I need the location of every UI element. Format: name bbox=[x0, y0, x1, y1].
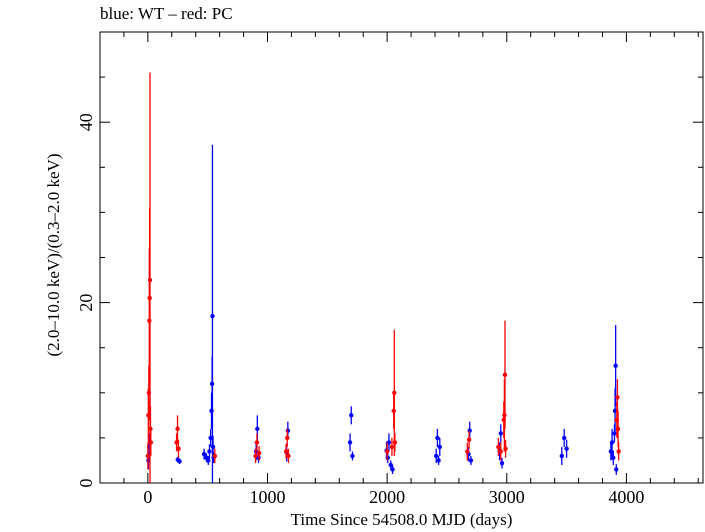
data-point bbox=[466, 437, 472, 442]
y-axis-label: (2.0–10.0 keV)/(0.3–2.0 keV) bbox=[44, 153, 63, 357]
data-point bbox=[201, 451, 207, 457]
y-tick-label: 20 bbox=[76, 294, 96, 312]
x-tick-label: 3000 bbox=[489, 487, 525, 507]
data-point bbox=[390, 467, 395, 472]
y-tick-label: 0 bbox=[76, 479, 96, 488]
data-point bbox=[210, 313, 215, 319]
series-pc bbox=[145, 72, 621, 483]
data-point bbox=[147, 277, 153, 283]
data-point bbox=[177, 459, 182, 464]
data-point bbox=[616, 449, 621, 454]
data-point bbox=[256, 451, 262, 456]
data-point bbox=[347, 440, 353, 445]
data-point bbox=[175, 426, 180, 432]
data-point bbox=[392, 440, 398, 445]
data-point bbox=[496, 444, 501, 450]
data-point bbox=[206, 458, 211, 463]
data-point bbox=[148, 440, 154, 445]
axis-ticks: 0 1000 2000 3000 4000 0 20 40 bbox=[76, 31, 703, 507]
data-point bbox=[433, 453, 439, 459]
x-tick-label: 4000 bbox=[608, 487, 644, 507]
data-point bbox=[436, 458, 441, 463]
x-axis-label: Time Since 54508.0 MJD (days) bbox=[290, 510, 513, 529]
data-point bbox=[210, 444, 216, 450]
data-point bbox=[389, 444, 395, 450]
data-point bbox=[609, 440, 615, 445]
data-point bbox=[176, 446, 181, 451]
data-point bbox=[388, 462, 393, 468]
data-point bbox=[614, 467, 619, 472]
data-point bbox=[615, 426, 621, 432]
data-point bbox=[255, 426, 260, 432]
chart-title: blue: WT – red: PC bbox=[100, 4, 233, 23]
data-point bbox=[498, 449, 504, 454]
data-point bbox=[612, 408, 618, 414]
plot-border bbox=[99, 31, 704, 484]
x-tick-label: 2000 bbox=[369, 487, 405, 507]
data-point bbox=[465, 449, 470, 454]
y-tick-label: 40 bbox=[76, 113, 96, 131]
data-point bbox=[498, 431, 504, 436]
data-point bbox=[283, 449, 289, 454]
data-point bbox=[437, 444, 442, 450]
data-point bbox=[207, 449, 212, 454]
x-tick-label: 1000 bbox=[250, 487, 286, 507]
data-point bbox=[564, 446, 569, 451]
data-point bbox=[386, 440, 392, 445]
data-point bbox=[435, 435, 440, 441]
data-point bbox=[286, 453, 291, 459]
data-point bbox=[503, 446, 508, 451]
data-point bbox=[499, 460, 505, 466]
data-point bbox=[212, 453, 218, 459]
data-point bbox=[145, 453, 151, 459]
data-point bbox=[611, 455, 616, 460]
data-marks bbox=[145, 72, 621, 483]
data-point bbox=[253, 453, 258, 459]
data-point bbox=[208, 435, 213, 441]
data-point bbox=[350, 453, 355, 459]
plot-frame bbox=[99, 31, 704, 484]
data-point bbox=[285, 435, 290, 441]
data-point bbox=[559, 453, 565, 459]
data-point bbox=[613, 363, 618, 368]
data-point bbox=[384, 449, 390, 454]
data-point bbox=[615, 395, 620, 400]
data-point bbox=[254, 440, 260, 445]
data-point bbox=[392, 390, 397, 395]
series-wt bbox=[146, 144, 619, 483]
data-point bbox=[349, 413, 354, 418]
x-tick-label: 0 bbox=[143, 487, 152, 507]
data-point bbox=[468, 458, 474, 463]
data-point bbox=[502, 372, 508, 377]
data-point bbox=[562, 435, 567, 441]
